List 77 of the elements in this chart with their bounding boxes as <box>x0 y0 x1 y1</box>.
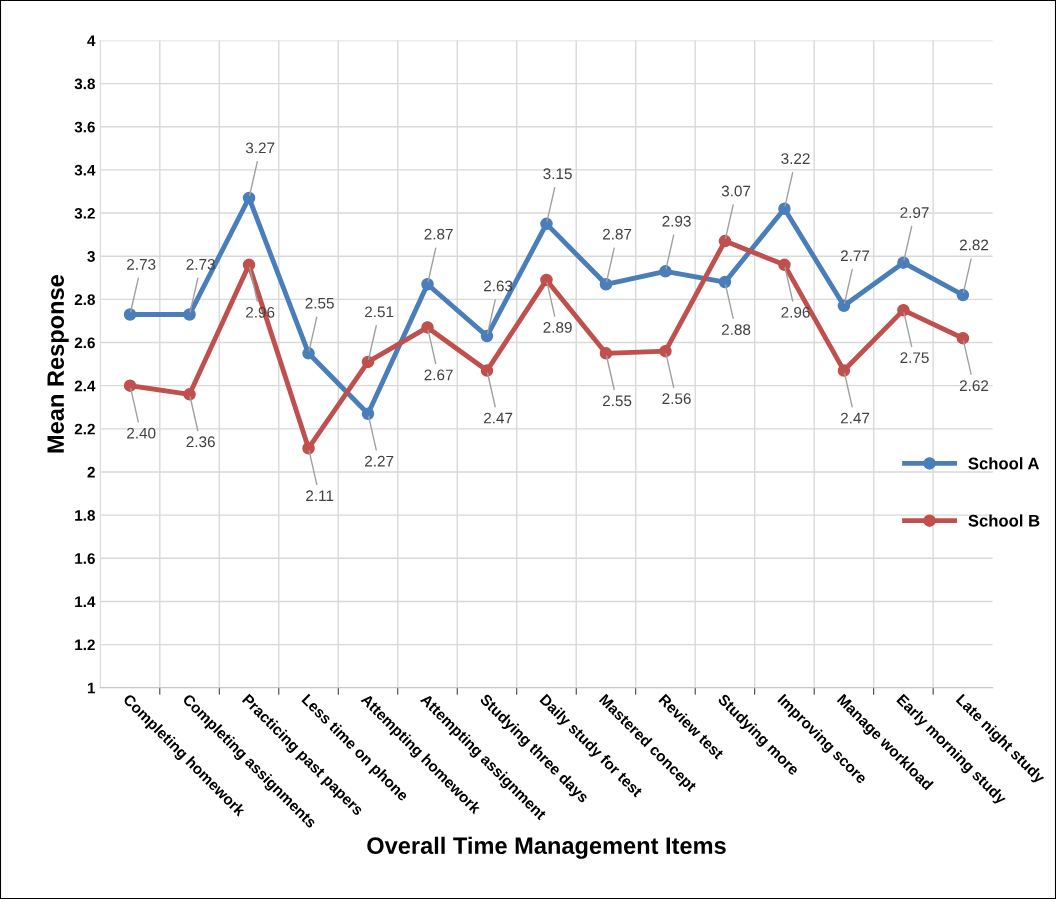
data-label: 2.73 <box>127 258 156 270</box>
point <box>837 364 851 377</box>
data-label: 2.96 <box>781 306 810 318</box>
data-label: 2.55 <box>602 395 632 407</box>
y-tick-label: 1.8 <box>75 509 95 521</box>
y-tick-label: 4 <box>87 35 96 46</box>
data-label: 2.55 <box>305 297 334 309</box>
y-tick-label: 3.8 <box>74 78 95 90</box>
y-tick-label: 1.2 <box>75 639 95 651</box>
y-tick-label: 2 <box>87 466 95 478</box>
y-tick-label: 2.4 <box>74 380 96 392</box>
legend-label: School A <box>968 457 1040 470</box>
point <box>302 347 315 360</box>
point <box>480 364 494 377</box>
point <box>421 278 434 291</box>
data-label: 2.89 <box>543 322 572 333</box>
point <box>659 344 672 358</box>
data-label: 3.07 <box>721 185 751 197</box>
point <box>361 355 375 369</box>
point <box>183 308 196 321</box>
data-label: 2.82 <box>959 239 989 251</box>
point <box>778 258 791 272</box>
data-label: 2.36 <box>186 436 215 448</box>
data-label: 2.87 <box>424 228 453 240</box>
point <box>778 202 791 215</box>
point <box>242 191 256 205</box>
point <box>718 234 732 248</box>
y-tick-label: 1.6 <box>75 553 95 564</box>
y-tick-label: 3.2 <box>74 207 95 219</box>
point <box>183 388 196 401</box>
y-axis-title: Mean Response <box>47 275 69 453</box>
y-tick-label: 1 <box>87 682 96 694</box>
data-label: 2.27 <box>365 455 394 467</box>
data-label: 2.62 <box>959 380 989 392</box>
data-label: 2.56 <box>662 393 691 405</box>
data-label: 3.15 <box>543 168 572 180</box>
y-tick-label: 3 <box>87 251 95 262</box>
data-label: 2.11 <box>306 490 334 501</box>
y-tick-label: 1.4 <box>75 596 96 607</box>
data-label: 2.93 <box>662 215 691 227</box>
point <box>123 308 137 321</box>
point <box>123 379 137 392</box>
point <box>540 217 553 231</box>
data-label: 2.47 <box>484 412 513 424</box>
y-tick-label: 3.6 <box>74 121 95 133</box>
legend-label: School B <box>968 514 1040 527</box>
data-label: 3.22 <box>781 153 810 165</box>
data-label: 2.47 <box>840 412 870 424</box>
point <box>897 303 910 317</box>
data-label: 2.40 <box>127 427 156 439</box>
y-tick-label: 2.8 <box>74 294 95 306</box>
point <box>659 265 672 278</box>
data-label: 2.51 <box>365 306 394 318</box>
point <box>361 407 375 420</box>
y-tick-label: 2.2 <box>74 423 95 435</box>
data-label: 2.75 <box>900 352 929 364</box>
point <box>302 441 315 455</box>
data-label: 2.97 <box>900 207 929 218</box>
point <box>480 329 494 343</box>
point <box>421 321 434 334</box>
data-label: 3.27 <box>245 142 275 154</box>
data-label: 2.67 <box>424 369 453 381</box>
point <box>956 288 970 302</box>
x-axis-title: Overall Time Management Items <box>367 836 726 859</box>
data-label: 2.77 <box>840 250 870 261</box>
y-tick-label: 3.4 <box>74 164 96 176</box>
point <box>599 278 613 291</box>
point <box>242 258 256 272</box>
point <box>540 273 553 287</box>
point <box>837 299 851 313</box>
data-label: 2.88 <box>721 324 751 335</box>
data-label: 2.87 <box>602 228 632 240</box>
point <box>897 256 910 269</box>
point <box>956 331 970 345</box>
y-tick-label: 2.6 <box>74 337 95 349</box>
point <box>599 347 613 360</box>
point <box>718 275 732 289</box>
